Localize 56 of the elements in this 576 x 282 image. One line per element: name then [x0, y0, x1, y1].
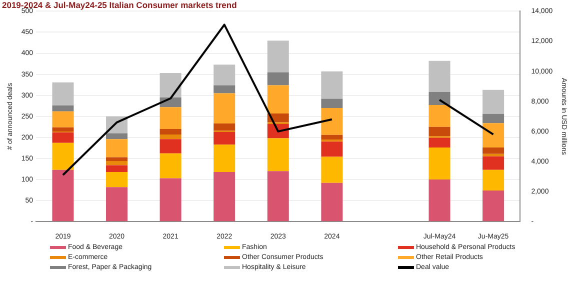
bar [267, 138, 289, 172]
bar [482, 170, 504, 190]
bar [106, 133, 128, 140]
bar [267, 171, 289, 222]
bar [321, 156, 343, 183]
bar [52, 170, 74, 222]
bar [321, 71, 343, 99]
bar [267, 85, 289, 114]
bar [428, 126, 450, 136]
bar [214, 132, 236, 145]
bar [321, 108, 343, 135]
bar [160, 139, 182, 154]
bar [106, 139, 128, 158]
bar [482, 114, 504, 124]
bar [214, 124, 236, 131]
bar [160, 134, 182, 140]
bar [321, 98, 343, 108]
bar [482, 156, 504, 170]
bar [428, 60, 450, 92]
bar [428, 92, 450, 106]
bar [321, 134, 343, 140]
bar [482, 123, 504, 148]
bar [106, 187, 128, 222]
chart-title: 2019-2024 & Jul-May24-25 Italian Consumer markets trend [2, 0, 237, 10]
bar [52, 105, 74, 112]
bar [267, 40, 289, 72]
bar [106, 165, 128, 172]
bar [321, 142, 343, 157]
bar [428, 180, 450, 222]
bar [482, 148, 504, 154]
bar [214, 144, 236, 172]
bar [106, 157, 128, 162]
bar [52, 82, 74, 106]
bar [214, 93, 236, 124]
bar [428, 105, 450, 127]
bar [160, 73, 182, 98]
bar [214, 64, 236, 86]
bar [214, 85, 236, 94]
bar [106, 172, 128, 188]
bar [52, 132, 74, 143]
bar [321, 182, 343, 222]
bar [267, 72, 289, 86]
bar [482, 190, 504, 222]
bar [106, 161, 128, 166]
bar [52, 111, 74, 128]
bar [482, 90, 504, 114]
bar [428, 148, 450, 180]
bar [52, 142, 74, 170]
bar [160, 153, 182, 178]
bar [160, 129, 182, 134]
bar [428, 138, 450, 148]
bar [160, 178, 182, 222]
bar [52, 127, 74, 132]
bar [160, 107, 182, 130]
bar [214, 172, 236, 222]
bar [482, 154, 504, 156]
